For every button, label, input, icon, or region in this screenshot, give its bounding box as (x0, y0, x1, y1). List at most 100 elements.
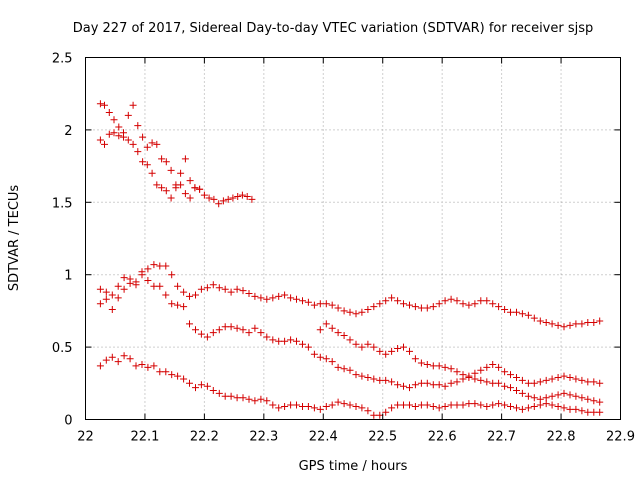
data-point (447, 379, 455, 387)
data-point (536, 378, 544, 386)
data-point (358, 343, 366, 351)
data-point (108, 353, 116, 361)
y-tick-label: 2.5 (52, 52, 73, 67)
data-point (143, 161, 151, 169)
data-point (233, 324, 241, 332)
data-point (489, 361, 497, 368)
data-point (96, 362, 104, 370)
series-satellite-c (96, 261, 604, 331)
data-point (120, 285, 128, 293)
data-point (102, 356, 110, 364)
data-point (584, 408, 592, 416)
data-point (382, 408, 390, 416)
data-point (328, 358, 336, 366)
data-point (263, 295, 271, 303)
data-point (441, 363, 449, 371)
data-point (572, 405, 580, 413)
data-point (233, 394, 241, 402)
data-point (316, 353, 324, 361)
data-point (513, 374, 520, 381)
data-point (346, 336, 354, 344)
data-point (114, 282, 122, 290)
data-point (115, 123, 123, 131)
data-point (358, 372, 366, 380)
data-point (566, 321, 574, 329)
data-point (358, 404, 366, 412)
data-point (406, 384, 413, 392)
data-point (411, 381, 419, 389)
data-point (590, 319, 598, 326)
data-point (299, 340, 306, 348)
data-point (293, 295, 300, 303)
data-point (465, 372, 473, 380)
data-point (477, 376, 485, 384)
data-point (584, 319, 592, 326)
data-point (489, 300, 497, 308)
data-point (227, 288, 235, 296)
data-point (248, 195, 256, 203)
data-point (518, 405, 526, 413)
data-point (209, 387, 217, 394)
data-point (124, 136, 132, 144)
data-point (153, 140, 161, 148)
data-point (364, 306, 372, 313)
data-point (417, 359, 425, 367)
x-tick-label: 22.1 (130, 430, 159, 445)
data-point (275, 292, 283, 300)
data-point (310, 301, 318, 309)
data-point (429, 403, 437, 410)
data-point (530, 379, 538, 387)
data-point (513, 404, 520, 412)
data-point (507, 308, 514, 316)
data-point (203, 333, 211, 341)
data-point (293, 401, 300, 409)
data-point (501, 306, 509, 313)
data-point (554, 321, 562, 329)
data-point (548, 320, 556, 328)
data-point (400, 343, 407, 351)
data-point (548, 392, 556, 400)
data-point (162, 368, 170, 376)
data-point (114, 294, 122, 302)
data-point (596, 317, 604, 325)
data-point (453, 378, 461, 386)
data-point (352, 310, 360, 318)
data-point (483, 363, 491, 371)
data-point (411, 303, 419, 311)
data-point (518, 389, 526, 397)
data-point (156, 262, 164, 270)
data-points (96, 100, 604, 419)
data-point (304, 298, 312, 306)
data-point (382, 297, 390, 305)
data-point (566, 374, 574, 381)
data-point (108, 306, 116, 313)
data-point (209, 329, 217, 337)
data-point (352, 371, 360, 379)
data-point (192, 326, 199, 334)
grid-lines (85, 57, 621, 420)
data-point (269, 336, 277, 344)
chart-title: Day 227 of 2017, Sidereal Day-to-day VTE… (73, 21, 594, 36)
data-point (524, 392, 532, 400)
plot-frame (85, 57, 621, 420)
data-point (205, 194, 213, 202)
data-point (382, 350, 390, 358)
data-point (181, 190, 189, 198)
data-point (542, 376, 550, 384)
data-point (150, 362, 158, 370)
data-point (143, 143, 151, 151)
data-point (120, 274, 128, 282)
data-point (328, 324, 336, 332)
data-point (411, 403, 419, 410)
data-point (388, 404, 396, 412)
x-tick-label: 22.6 (428, 430, 457, 445)
data-point (148, 139, 156, 147)
data-point (518, 376, 526, 384)
data-point (513, 387, 520, 394)
data-point (186, 320, 193, 328)
data-point (590, 408, 598, 416)
data-point (251, 324, 259, 332)
data-point (590, 397, 598, 405)
data-point (210, 195, 218, 203)
